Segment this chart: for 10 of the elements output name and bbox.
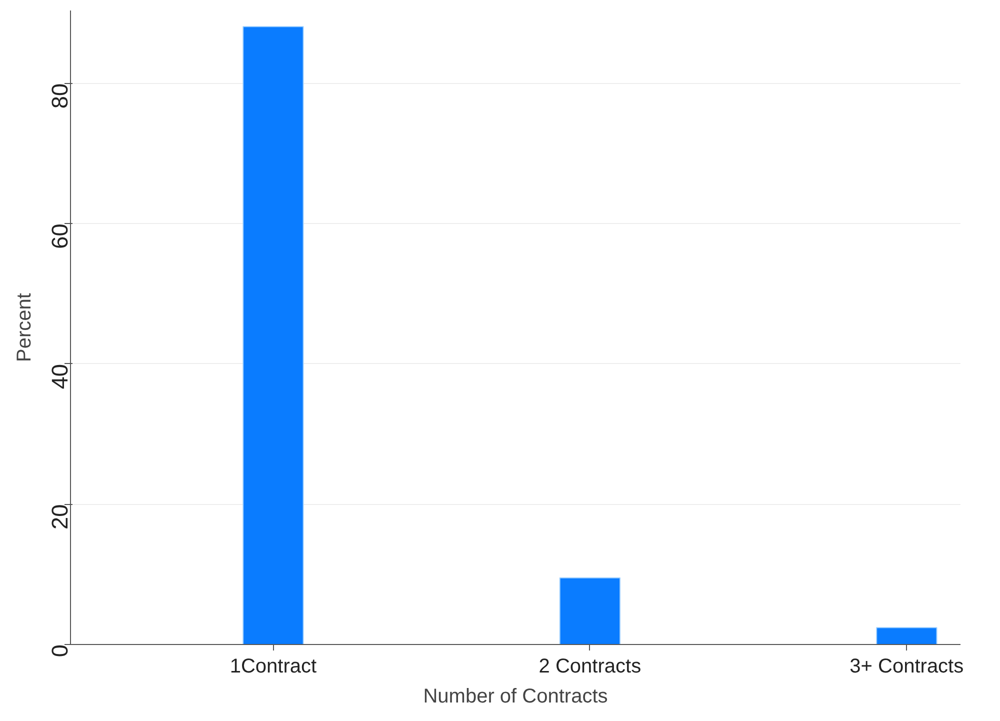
x-tick-label: 1Contract	[230, 656, 317, 678]
x-tick-label: 2 Contracts	[538, 656, 642, 678]
x-axis-title: Number of Contracts	[423, 686, 608, 708]
x-tick-label: 3+ Contracts	[850, 656, 964, 678]
y-tick-label: 0	[46, 644, 72, 658]
y-tick-label: 20	[46, 504, 72, 530]
y-tick-label: 60	[46, 224, 72, 249]
y-tick-label: 80	[46, 83, 72, 109]
y-tick-label: 40	[46, 364, 72, 390]
y-axis-title: Percent	[14, 292, 36, 362]
